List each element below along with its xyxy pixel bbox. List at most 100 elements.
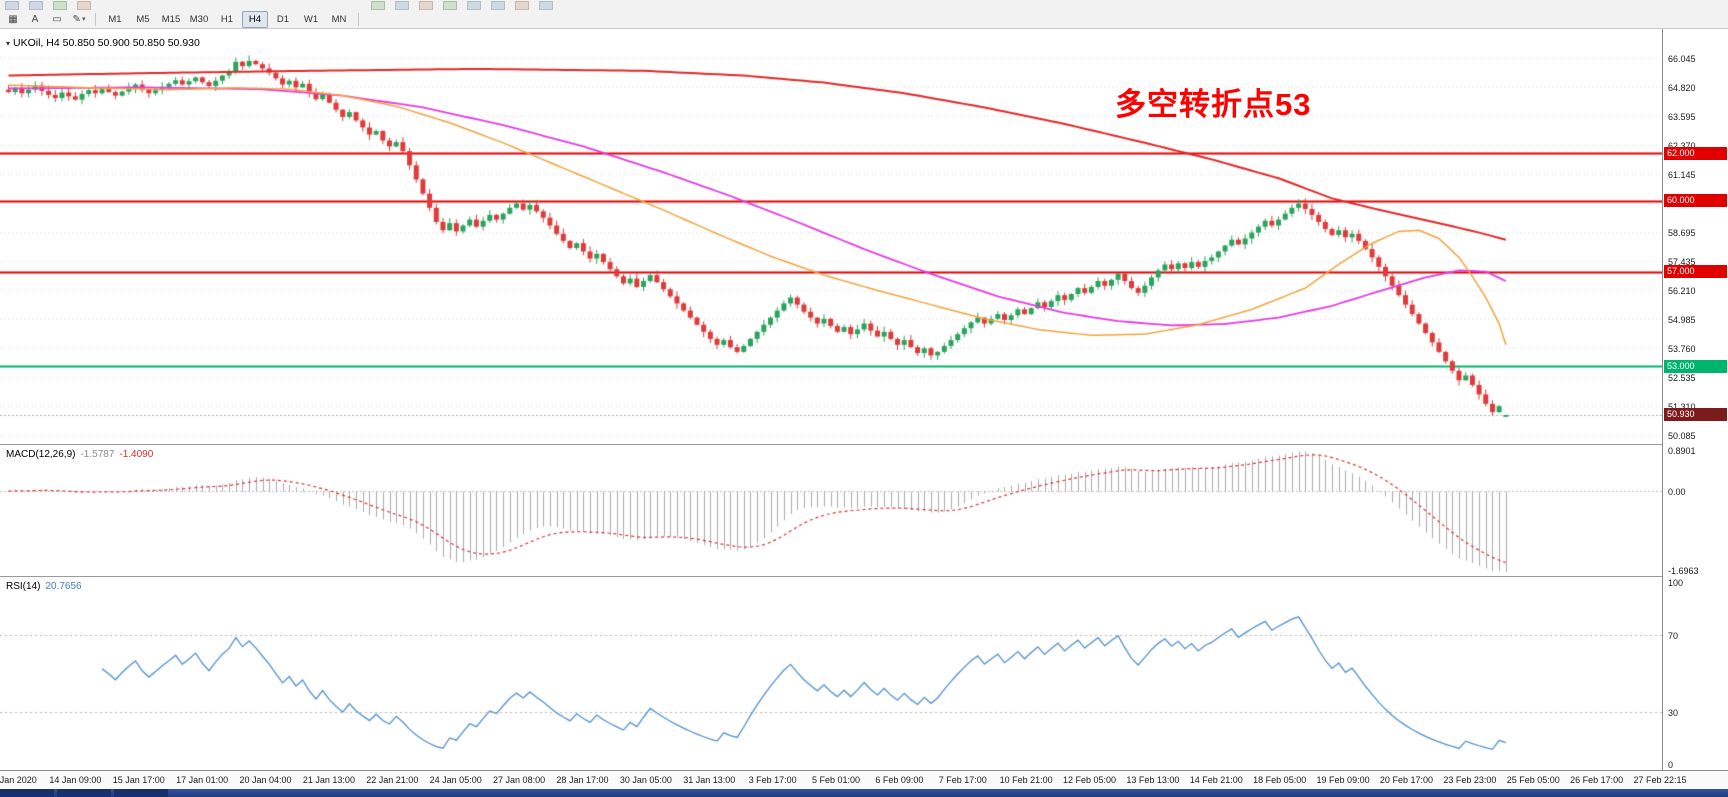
time-tick: 3 Feb 17:00 xyxy=(748,775,797,785)
toolbar-icon-fragment[interactable] xyxy=(77,1,91,10)
macd-value-main: -1.5787 xyxy=(80,449,115,460)
time-tick: 28 Jan 17:00 xyxy=(556,775,609,785)
price-tick: 56.210 xyxy=(1668,286,1696,297)
chart-area: 66.04564.82063.59562.37061.14559.92058.6… xyxy=(0,29,1728,770)
macd-panel-canvas[interactable] xyxy=(0,445,1662,576)
panel-divider[interactable] xyxy=(0,576,1728,577)
price-tick: 64.820 xyxy=(1668,82,1696,93)
chevron-down-icon: ▾ xyxy=(81,16,86,23)
time-tick: 22 Jan 21:00 xyxy=(366,775,419,785)
time-tick: 14 Feb 21:00 xyxy=(1189,775,1243,785)
taskbar-segment[interactable] xyxy=(0,789,54,797)
symbol-ohlc-line: ▾ UKOil, H4 50.850 50.900 50.850 50.930 xyxy=(6,37,200,49)
toolbar-icon-fragment[interactable] xyxy=(371,1,385,10)
toolbar-icon-fragment[interactable] xyxy=(491,1,505,10)
price-tick: 53.760 xyxy=(1668,344,1696,355)
time-tick: 12 Feb 05:00 xyxy=(1063,775,1117,785)
ohlc-values: 50.850 50.900 50.850 50.930 xyxy=(62,37,200,49)
timeframe-mn-button[interactable]: MN xyxy=(331,13,347,25)
time-tick: 19 Feb 09:00 xyxy=(1316,775,1370,785)
chart-annotation-text[interactable]: 多空转折点53 xyxy=(1115,87,1312,122)
pencil-icon: ✎ xyxy=(72,13,81,25)
rsi-name: RSI(14) xyxy=(6,581,41,592)
time-tick: 30 Jan 05:00 xyxy=(619,775,672,785)
price-tick: 58.695 xyxy=(1668,227,1696,238)
time-axis[interactable]: 13 Jan 2020 14 Jan 09:00 15 Jan 17:00 17 Ja… xyxy=(0,770,1728,789)
timeframe-h4-button[interactable]: H4 xyxy=(242,10,268,28)
time-tick: 5 Feb 01:00 xyxy=(811,775,861,785)
grid-tool-icon[interactable]: ▦ xyxy=(8,13,18,25)
rsi-tick: 30 xyxy=(1668,708,1679,719)
rsi-tick: 100 xyxy=(1668,578,1684,588)
text-tool-button[interactable]: A xyxy=(31,13,39,25)
toolbar-icon-fragment[interactable] xyxy=(53,1,67,10)
timeframe-m30-button[interactable]: M30 xyxy=(189,13,209,25)
timeframe-h1-button[interactable]: H1 xyxy=(220,13,234,25)
price-tick: 61.145 xyxy=(1668,169,1696,180)
time-tick: 17 Jan 01:00 xyxy=(176,775,229,785)
price-tick: 51.310 xyxy=(1668,401,1696,412)
symbol-marker-icon: ▾ xyxy=(6,39,11,48)
time-tick: 26 Feb 17:00 xyxy=(1570,775,1624,785)
current-price-tag: 50.930 xyxy=(1664,408,1727,422)
toolbar-icon-fragment[interactable] xyxy=(5,1,19,10)
time-tick: 15 Jan 17:00 xyxy=(112,775,165,785)
price-tick: 63.595 xyxy=(1668,111,1696,122)
toolbar-icon-fragment[interactable] xyxy=(29,1,43,10)
price-axis[interactable]: 66.04564.82063.59562.37061.14559.92058.6… xyxy=(1662,29,1728,770)
level-price-tag: 57.000 xyxy=(1664,265,1727,279)
macd-label: MACD(12,26,9) -1.5787 -1.4090 xyxy=(6,449,153,460)
toolbar: ▦ A ▭ ✎ ▾ M1 M5 M15 M30 H1 H4 D1 W1 MN xyxy=(0,10,1728,29)
macd-tick: -1.6963 xyxy=(1668,566,1699,576)
time-tick: 14 Jan 09:00 xyxy=(49,775,102,785)
timeframe-w1-button[interactable]: W1 xyxy=(303,13,319,25)
time-tick: 6 Feb 09:00 xyxy=(875,775,924,785)
toolbar-separator xyxy=(358,12,359,26)
time-tick: 13 Feb 13:00 xyxy=(1126,775,1180,785)
level-price-tag: 53.000 xyxy=(1664,359,1727,373)
taskbar-segment[interactable] xyxy=(57,789,111,797)
price-tick: 57.435 xyxy=(1668,257,1696,268)
shapes-tool-icon[interactable]: ▭ xyxy=(52,13,62,25)
toolbar-icon-fragment[interactable] xyxy=(467,1,481,10)
macd-tick: 0.00 xyxy=(1668,487,1686,498)
toolbar-separator xyxy=(95,12,96,26)
time-tick: 10 Feb 21:00 xyxy=(999,775,1053,785)
time-tick: 13 Jan 2020 xyxy=(0,775,37,785)
timeframe-m1-button[interactable]: M1 xyxy=(108,13,122,25)
time-tick: 21 Jan 13:00 xyxy=(302,775,355,785)
time-tick: 20 Feb 17:00 xyxy=(1379,775,1433,785)
macd-tick: 0.8901 xyxy=(1668,446,1696,456)
panel-divider[interactable] xyxy=(0,444,1728,445)
toolbar-icon-fragment[interactable] xyxy=(395,1,409,10)
rsi-panel-canvas[interactable] xyxy=(0,577,1662,770)
toolbar-icon-fragment[interactable] xyxy=(515,1,529,10)
price-tick: 62.370 xyxy=(1668,140,1696,151)
windows-taskbar[interactable] xyxy=(0,789,1728,797)
rsi-label: RSI(14) 20.7656 xyxy=(6,581,82,592)
taskbar-segment[interactable] xyxy=(114,789,168,797)
toolbar-icon-fragment[interactable] xyxy=(539,1,553,10)
time-tick: 25 Feb 05:00 xyxy=(1506,775,1560,785)
timeframe-m5-button[interactable]: M5 xyxy=(136,13,150,25)
price-tick: 52.535 xyxy=(1668,373,1696,384)
draw-tool-button[interactable]: ✎ ▾ xyxy=(69,11,89,28)
symbol-title: UKOil, H4 xyxy=(13,37,60,49)
price-chart-canvas[interactable] xyxy=(0,29,1662,444)
time-tick: 18 Feb 05:00 xyxy=(1253,775,1307,785)
timeframe-d1-button[interactable]: D1 xyxy=(276,13,290,25)
rsi-value: 20.7656 xyxy=(45,581,82,592)
rsi-tick: 0 xyxy=(1668,760,1674,770)
time-tick: 7 Feb 17:00 xyxy=(938,775,987,785)
timeframe-m15-button[interactable]: M15 xyxy=(161,13,181,25)
price-tick: 66.045 xyxy=(1668,53,1696,64)
time-tick: 27 Jan 08:00 xyxy=(493,775,546,785)
time-tick: 31 Jan 13:00 xyxy=(683,775,736,785)
macd-value-signal: -1.4090 xyxy=(119,449,154,460)
time-tick: 20 Jan 04:00 xyxy=(239,775,292,785)
level-price-tag: 60.000 xyxy=(1664,194,1727,208)
clipped-toolbar-row xyxy=(0,0,1728,10)
toolbar-icon-fragment[interactable] xyxy=(443,1,457,10)
toolbar-icon-fragment[interactable] xyxy=(419,1,433,10)
